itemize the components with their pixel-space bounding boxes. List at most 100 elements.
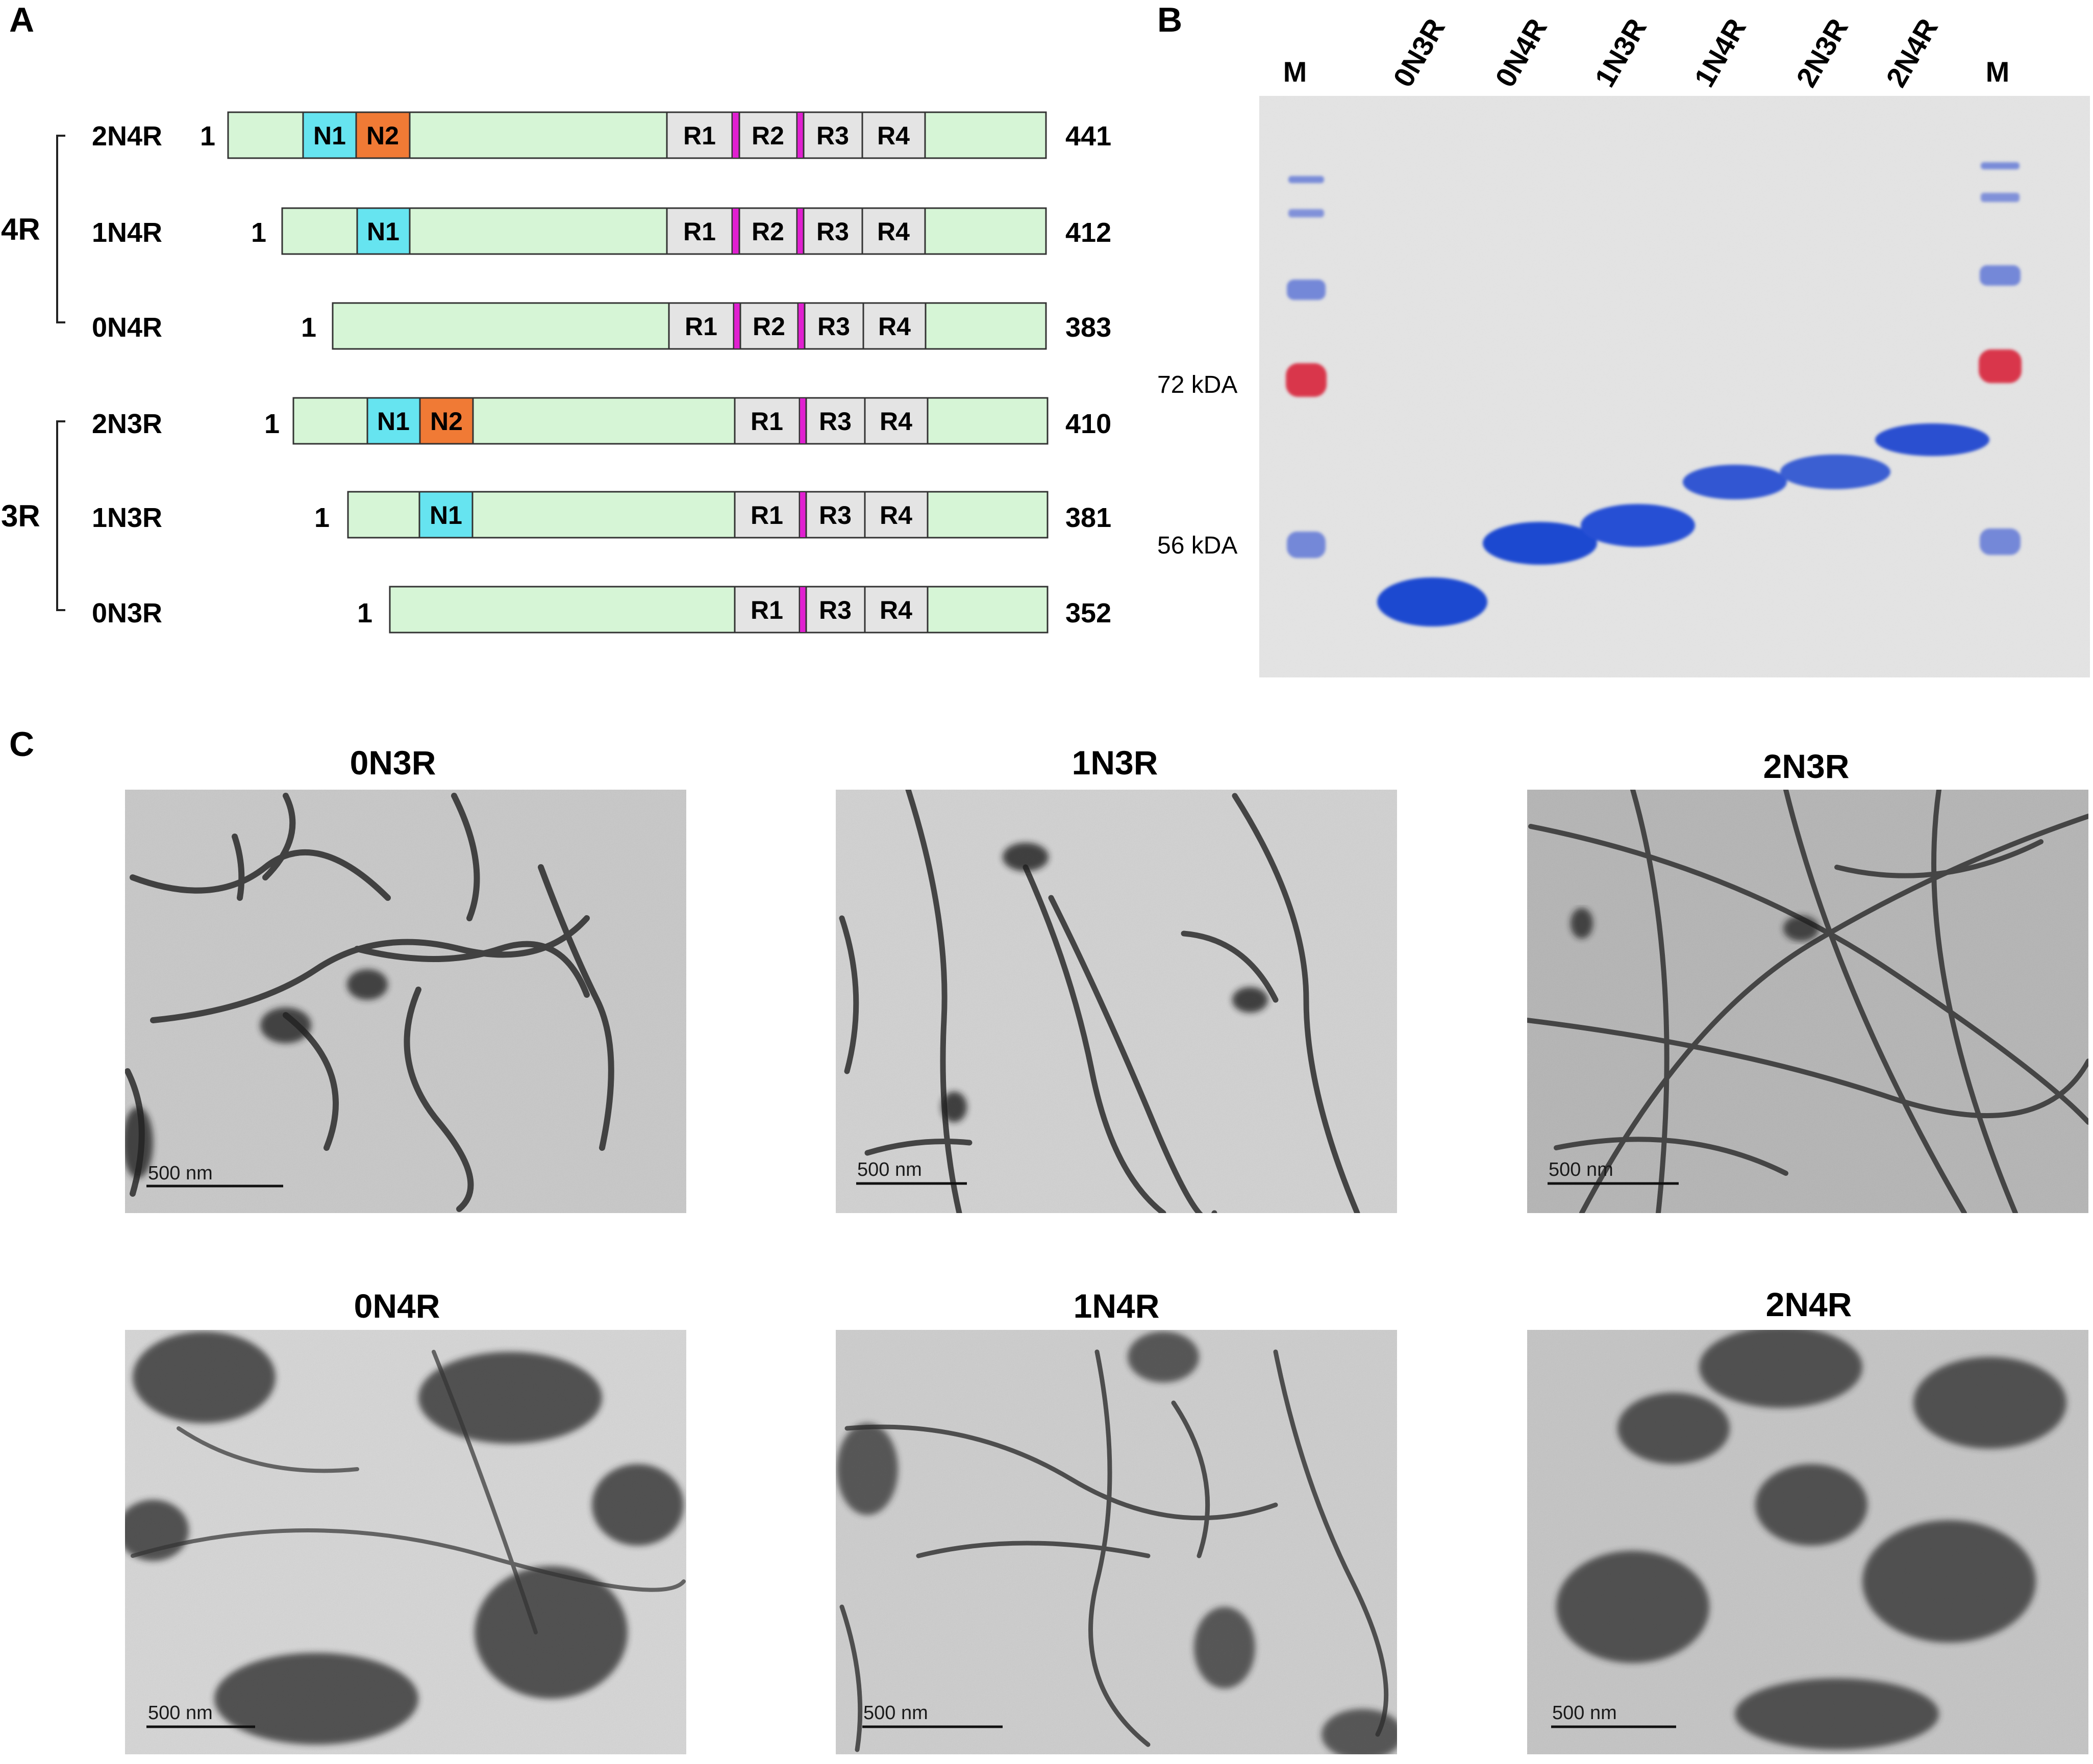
fibril [864,1139,973,1156]
em-title-2n4r: 2N4R [1766,1286,1852,1323]
isoform-name: 0N4R [92,312,162,343]
aggregate [133,1331,276,1423]
ladder-band [1288,176,1324,183]
group-label-3r: 3R [1,499,40,533]
aggregate [1571,908,1593,939]
aggregate [1194,1607,1255,1689]
n1-domain [418,491,474,539]
aggregates [941,843,1268,1122]
panel-letter-a: A [9,1,34,39]
fibril [1023,864,1166,1213]
em-title-0n4r: 0N4R [354,1287,440,1325]
lane-label-m-right: M [1986,56,2010,88]
fibril [1931,790,2018,1213]
n1-label: N1 [430,501,462,530]
aggregate [837,1423,898,1515]
start-number: 1 [200,121,215,152]
n2-label: N2 [366,121,399,150]
r4-label: R4 [877,121,910,150]
start-number: 1 [264,409,280,439]
inter-repeat-insert [799,586,807,633]
ladder-band [1288,209,1324,217]
fibril [262,793,296,880]
aggregate [418,1352,602,1444]
fibril [131,1528,686,1592]
panel-letter-c: C [9,725,34,764]
end-number: 352 [1065,598,1111,628]
r3-label: R3 [819,501,852,530]
n2-domain [355,111,411,159]
end-number: 441 [1065,121,1111,152]
r1-label: R1 [751,407,783,436]
repeat-r3 [805,491,866,539]
end-number: 410 [1065,409,1111,439]
start-number: 1 [314,502,330,533]
fibril [177,1426,359,1473]
bracket-4r [56,135,65,323]
start-number: 1 [251,217,266,248]
ladder-band [1981,162,2020,169]
em-title-2n3r: 2N3R [1763,747,1850,785]
aggregate [1232,987,1268,1013]
lane-label-2n4r: 2N4R [1880,13,1944,92]
fibril [1232,793,1360,1213]
n2-domain [419,397,474,445]
fibril [404,987,474,1212]
band-2n3r [1780,455,1890,489]
fibrils [839,790,1360,1213]
ladder-left [1286,176,1327,558]
tau-body-bar [389,586,1049,634]
fibril [451,793,480,921]
aggregate [1128,1331,1199,1382]
inter-repeat-insert [733,303,741,349]
fibril [905,790,962,1213]
scale-label: 500 nm [857,1159,922,1180]
repeat-r2 [738,111,798,159]
n1-label: N1 [313,121,346,150]
ladder-band [1981,193,2020,202]
repeat-r3 [803,111,863,159]
isoform-name: 1N3R [92,502,162,533]
aggregate [1913,1357,2066,1449]
repeat-r1 [666,207,733,255]
aggregate [214,1653,418,1745]
repeat-r4 [862,302,927,350]
isoform-row-0n3r: 0N3R 1 R1 R3 R4 352 [92,586,1111,634]
r3-label: R3 [817,312,850,341]
inter-repeat-insert [732,208,740,255]
scale-label: 500 nm [148,1702,213,1724]
repeat-r4 [861,207,926,255]
isoform-row-1n3r: 1N3R 1 N1 R1 R3 R4 381 [92,491,1111,539]
band-2n4r [1875,423,1989,456]
r3-label: R3 [816,121,849,150]
repeat-r4 [861,111,926,159]
isoform-row-2n3r: 2N3R 1 N1 N2 R1 R3 R4 410 [92,397,1111,445]
isoform-name: 0N3R [92,598,162,628]
ladder-band-56 [1287,532,1326,558]
lane-label-0n4r: 0N4R [1489,13,1553,92]
aggregate [260,1007,311,1043]
aggregate [1699,1330,1862,1408]
em-image-2n3r: 500 nm [1527,790,2088,1213]
aggregates [125,969,388,1178]
scale-label: 500 nm [1552,1702,1617,1724]
fibril [232,834,245,901]
em-title-1n4r: 1N4R [1074,1287,1160,1325]
repeat-r3 [805,586,866,634]
r2-label: R2 [752,217,784,246]
r4-label: R4 [878,312,911,341]
isoform-name: 1N4R [92,217,162,248]
end-number: 383 [1065,312,1111,343]
fibril [1554,1137,1788,1176]
n1-label: N1 [377,407,410,436]
em-title-1n3r: 1N3R [1072,744,1158,782]
repeat-r3 [804,302,864,350]
inter-repeat-insert [799,491,807,538]
band-0n4r [1483,522,1597,565]
aggregate [1617,1393,1730,1464]
repeat-r4 [864,586,929,634]
fibril [538,864,614,1151]
bracket-3r [56,420,65,611]
marker-56-kda: 56 kDA [1157,532,1237,559]
repeat-r4 [864,397,929,445]
